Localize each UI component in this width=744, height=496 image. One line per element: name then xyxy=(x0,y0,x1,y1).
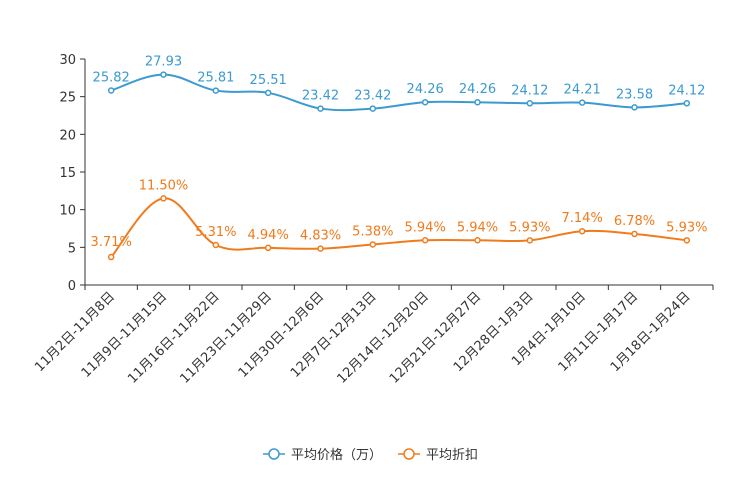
data-label: 25.51 xyxy=(250,73,287,88)
data-label: 24.21 xyxy=(564,83,601,98)
data-point xyxy=(683,237,691,244)
legend-swatch-marker xyxy=(403,448,415,460)
data-label: 5.38% xyxy=(352,224,393,239)
data-point xyxy=(526,237,534,244)
series-layer xyxy=(107,71,691,261)
x-axis: 11月2日-11月8日11月9日-11月15日11月16日-11月22日11月2… xyxy=(32,284,714,387)
data-point xyxy=(160,71,167,78)
data-label: 23.42 xyxy=(354,89,391,104)
data-label: 4.94% xyxy=(248,228,289,243)
y-tick-label: 30 xyxy=(59,53,76,68)
legend-label-1: 平均价格（万） xyxy=(291,447,382,463)
data-point xyxy=(107,253,115,261)
data-point xyxy=(683,100,691,107)
data-labels: 25.82 27.93 25.81 25.51 23.42 23.42 24.26 24.26… xyxy=(91,55,708,250)
data-label: 25.82 xyxy=(93,70,130,85)
x-tick-label: 12月21日-12月27日 xyxy=(387,289,484,386)
x-tick-label: 12月14日-12月20日 xyxy=(335,289,432,386)
data-point xyxy=(160,195,167,202)
data-label: 11.50% xyxy=(139,178,189,193)
y-tick-label: 20 xyxy=(59,128,76,143)
data-point xyxy=(212,241,220,249)
y-tick-label: 10 xyxy=(59,204,76,219)
data-point xyxy=(212,87,220,94)
data-point xyxy=(369,241,377,248)
data-point xyxy=(264,244,272,252)
data-label: 23.58 xyxy=(616,87,653,102)
legend: 平均价格（万） 平均折扣 xyxy=(263,447,478,463)
data-label: 23.42 xyxy=(302,89,339,104)
data-point xyxy=(317,105,324,112)
data-point xyxy=(578,99,586,106)
data-label: 27.93 xyxy=(145,55,182,70)
legend-label-2: 平均折扣 xyxy=(426,448,478,463)
data-label: 25.81 xyxy=(197,71,234,86)
data-label: 5.93% xyxy=(666,220,707,235)
legend-swatch-marker xyxy=(268,448,280,460)
y-axis: 0 5 10 15 20 25 30 xyxy=(59,53,86,294)
data-point xyxy=(631,104,638,111)
data-point xyxy=(264,89,272,97)
data-point xyxy=(526,100,534,107)
data-point xyxy=(578,227,586,235)
data-point xyxy=(474,98,481,106)
data-label: 5.93% xyxy=(509,220,550,235)
data-label: 5.94% xyxy=(457,220,498,235)
data-label: 3.71% xyxy=(91,235,132,250)
data-point xyxy=(474,237,481,244)
data-point xyxy=(107,87,115,94)
data-point xyxy=(369,105,377,112)
data-label: 24.12 xyxy=(668,83,705,98)
data-label: 24.26 xyxy=(407,82,444,97)
data-point xyxy=(421,98,429,106)
y-tick-label: 0 xyxy=(68,279,76,294)
data-label: 6.78% xyxy=(614,214,655,229)
data-point xyxy=(317,245,324,252)
series-line-1 xyxy=(110,73,687,112)
data-point xyxy=(421,237,429,244)
y-tick-label: 25 xyxy=(59,91,76,106)
x-tick-label: 11月23日-11月29日 xyxy=(178,289,275,386)
x-tick-label: 11月16日-11月22日 xyxy=(125,289,222,386)
data-label: 24.26 xyxy=(459,82,496,97)
data-label: 4.83% xyxy=(300,229,341,244)
y-tick-label: 5 xyxy=(68,241,76,256)
data-label: 5.94% xyxy=(405,220,446,235)
y-tick-label: 15 xyxy=(59,166,76,181)
data-label: 7.14% xyxy=(562,211,603,226)
data-label: 5.31% xyxy=(195,225,236,240)
data-label: 24.12 xyxy=(511,83,548,98)
data-point xyxy=(631,230,638,238)
